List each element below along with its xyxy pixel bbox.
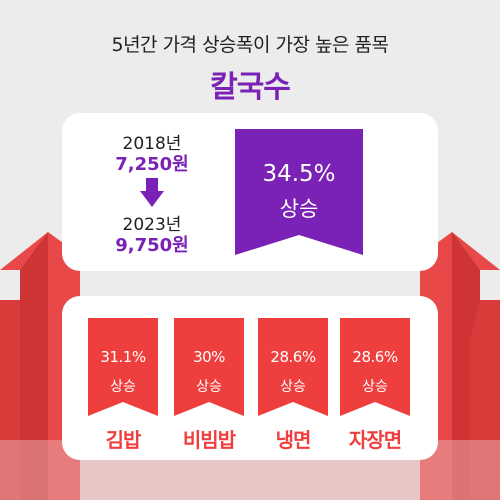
item-increase-label: 상승 — [196, 379, 222, 395]
item-name: 비빔밥 — [182, 428, 236, 452]
featured-card: 2018년 7,250원 2023년 9,750원 34.5% 상승 — [62, 113, 438, 271]
arrow-down-icon — [140, 178, 164, 207]
other-items-card: 31.1% 상승 김밥 30% 상승 비빔밥 28.6% 상승 냉면 28.6%… — [62, 296, 438, 460]
item-name: 자장면 — [348, 428, 402, 452]
price-from: 7,250원 — [115, 154, 189, 175]
increase-ribbon — [258, 318, 328, 416]
price-to: 9,750원 — [115, 235, 189, 256]
item-increase-pct: 31.1% — [100, 348, 146, 366]
item-increase-label: 상승 — [110, 379, 136, 395]
item-bibimbap: 30% 상승 비빔밥 — [174, 296, 244, 460]
increase-ribbon — [88, 318, 158, 416]
item-increase-label: 상승 — [362, 379, 388, 395]
item-increase-pct: 30% — [193, 348, 225, 366]
price-comparison: 2018년 7,250원 2023년 9,750원 — [62, 113, 242, 271]
year-to: 2023년 — [122, 215, 182, 235]
increase-ribbon — [340, 318, 410, 416]
item-name: 냉면 — [275, 428, 312, 452]
headline: 5년간 가격 상승폭이 가장 높은 품목 — [111, 34, 389, 56]
featured-increase-label: 상승 — [279, 197, 319, 221]
item-naengmyeon: 28.6% 상승 냉면 — [258, 296, 328, 460]
featured-increase-pct: 34.5% — [262, 161, 336, 187]
increase-ribbon — [235, 129, 363, 255]
item-increase-pct: 28.6% — [270, 348, 316, 366]
featured-item-name: 칼국수 — [210, 70, 291, 105]
item-increase-pct: 28.6% — [352, 348, 398, 366]
year-from: 2018년 — [122, 134, 182, 154]
item-name: 김밥 — [105, 428, 142, 452]
item-jajangmyeon: 28.6% 상승 자장면 — [340, 296, 410, 460]
item-increase-label: 상승 — [280, 379, 306, 395]
item-gimbap: 31.1% 상승 김밥 — [88, 296, 158, 460]
increase-ribbon — [174, 318, 244, 416]
